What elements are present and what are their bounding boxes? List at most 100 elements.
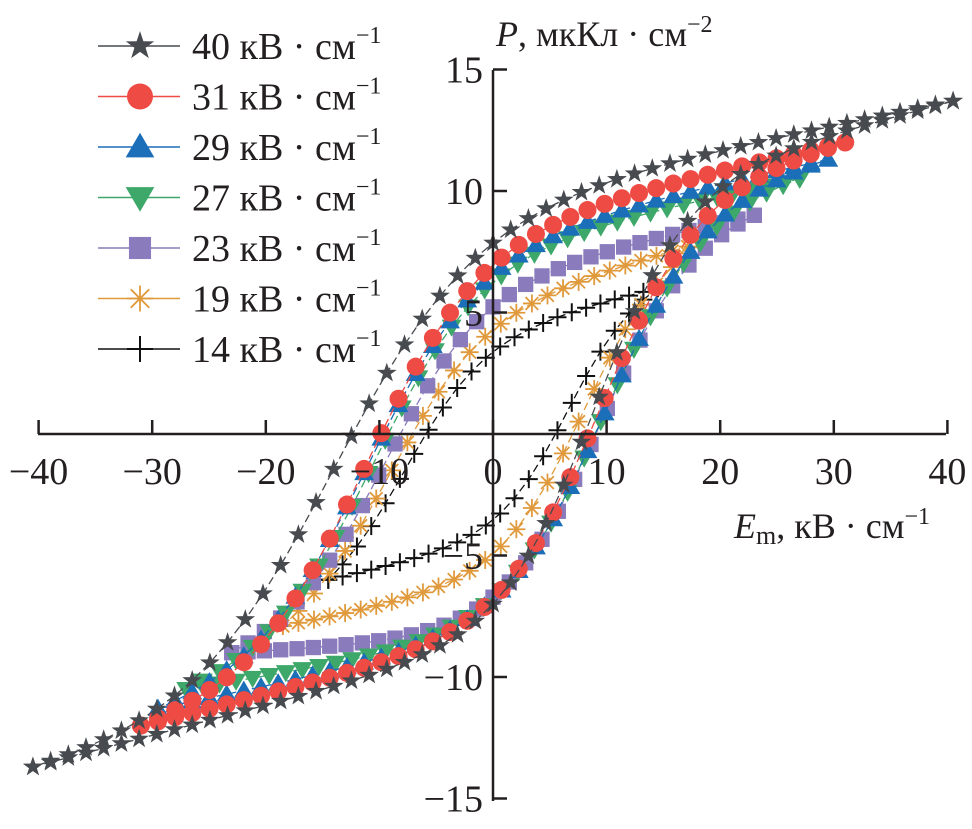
data-point [448, 379, 467, 398]
data-point [292, 583, 313, 601]
data-point [646, 295, 667, 313]
data-point [766, 145, 786, 165]
data-point [269, 614, 288, 633]
legend-marker-plus [127, 336, 153, 362]
data-point [615, 239, 632, 255]
data-point [663, 186, 684, 204]
data-point [713, 140, 733, 159]
data-point [594, 403, 615, 421]
data-point [561, 207, 580, 226]
data-point [560, 218, 581, 236]
legend-marker-triangle-up [125, 132, 155, 158]
data-point [749, 179, 770, 197]
data-point [390, 469, 409, 488]
data-point [553, 474, 574, 494]
data-point [544, 503, 563, 522]
data-point [394, 651, 415, 671]
legend-marker-asterisk [127, 285, 153, 312]
data-point [58, 747, 79, 766]
data-point [715, 190, 734, 209]
data-point [491, 314, 510, 333]
data-point [600, 261, 619, 280]
data-point [664, 174, 683, 193]
data-point [766, 128, 786, 147]
data-point [235, 609, 256, 628]
data-point [783, 162, 804, 180]
data-point [323, 458, 344, 478]
data-point [111, 720, 132, 739]
data-point [342, 652, 362, 670]
data-point [217, 695, 236, 714]
data-point [577, 298, 596, 317]
x-tick-label: 20 [701, 451, 739, 493]
data-point [648, 230, 664, 247]
data-point [519, 470, 538, 489]
data-point [607, 342, 627, 361]
data-point [200, 699, 219, 718]
data-point [854, 115, 875, 134]
legend-item: 29 кВ · см−1 [98, 124, 381, 169]
data-point [320, 529, 339, 548]
data-point [320, 607, 339, 626]
legend-label: 29 кВ · см−1 [192, 124, 381, 169]
data-point [634, 290, 653, 309]
data-point [433, 539, 452, 558]
data-point [522, 294, 541, 313]
data-point [358, 648, 379, 666]
data-point [748, 131, 769, 151]
series-line [157, 158, 829, 710]
legend-item: 27 кВ · см−1 [98, 175, 381, 220]
data-point [548, 421, 567, 440]
data-point [129, 728, 149, 748]
data-point [629, 195, 649, 213]
data-point [351, 516, 370, 535]
data-point [403, 406, 419, 422]
data-point [509, 559, 528, 578]
data-point [612, 189, 631, 208]
data-point [647, 246, 666, 265]
data-point [723, 205, 744, 223]
data-point [419, 420, 438, 439]
data-point [275, 605, 296, 623]
data-point [646, 190, 667, 208]
data-point [591, 342, 610, 361]
data-point [306, 492, 326, 511]
data-point [607, 168, 627, 188]
data-point [270, 554, 291, 574]
data-point [217, 632, 238, 651]
data-point [462, 525, 481, 544]
data-point [341, 670, 362, 690]
data-point [200, 652, 220, 672]
data-point [200, 681, 219, 700]
data-point [376, 557, 395, 576]
data-point [475, 263, 494, 282]
data-point [677, 210, 698, 230]
data-point [333, 567, 352, 586]
data-point [501, 286, 517, 303]
data-point [253, 695, 273, 715]
data-point [624, 301, 645, 320]
data-point [355, 459, 374, 478]
data-point [536, 512, 556, 532]
data-point [698, 206, 717, 225]
data-point [715, 204, 735, 222]
data-point [677, 148, 698, 168]
data-point [526, 234, 546, 253]
x-tick-label: 10 [588, 451, 626, 493]
data-point [681, 170, 700, 189]
legend-item: 23 кВ · см−1 [98, 225, 381, 270]
data-point [589, 175, 609, 194]
data-point [507, 520, 526, 539]
data-point [715, 161, 734, 180]
data-point [554, 444, 573, 463]
data-point [93, 737, 114, 757]
data-point [269, 682, 288, 701]
data-point [412, 644, 433, 663]
data-point [585, 267, 604, 286]
data-point [129, 710, 149, 729]
data-point [819, 125, 840, 145]
data-point [631, 251, 650, 270]
y-tick-label: 10 [445, 171, 483, 213]
data-point [76, 742, 96, 762]
